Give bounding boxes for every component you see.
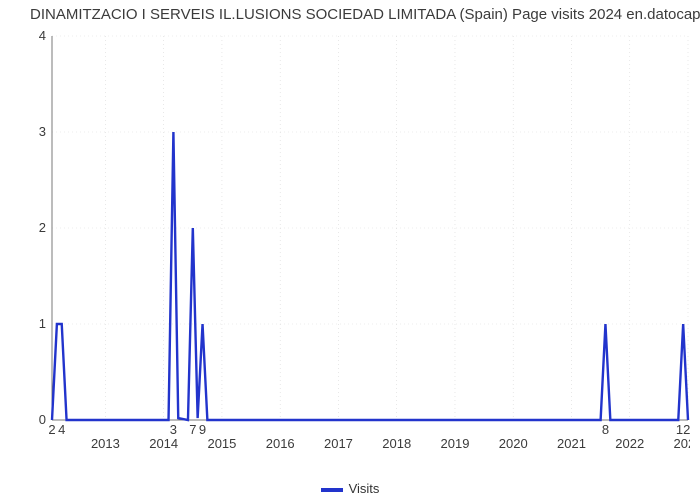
svg-text:9: 9 [199,422,206,437]
svg-text:2: 2 [39,220,46,235]
svg-text:4: 4 [39,30,46,43]
svg-text:2016: 2016 [266,436,295,450]
chart-legend: Visits [0,481,700,496]
svg-text:7: 7 [189,422,196,437]
svg-text:2018: 2018 [382,436,411,450]
svg-text:2: 2 [48,422,55,437]
svg-text:2021: 2021 [557,436,586,450]
svg-text:3: 3 [170,422,177,437]
chart-title: DINAMITZACIO I SERVEIS IL.LUSIONS SOCIED… [30,6,690,23]
svg-text:2015: 2015 [207,436,236,450]
svg-text:8: 8 [602,422,609,437]
svg-text:2014: 2014 [149,436,178,450]
legend-swatch [321,488,343,492]
svg-text:2023: 2023 [674,436,690,450]
svg-text:2019: 2019 [441,436,470,450]
svg-text:4: 4 [58,422,65,437]
svg-text:2022: 2022 [615,436,644,450]
line-chart: 0123420132014201520162017201820192020202… [30,30,690,450]
svg-text:2017: 2017 [324,436,353,450]
svg-text:2013: 2013 [91,436,120,450]
svg-text:0: 0 [39,412,46,427]
svg-text:12: 12 [676,422,690,437]
svg-text:1: 1 [39,316,46,331]
legend-label: Visits [349,481,380,496]
svg-text:3: 3 [39,124,46,139]
svg-text:2020: 2020 [499,436,528,450]
